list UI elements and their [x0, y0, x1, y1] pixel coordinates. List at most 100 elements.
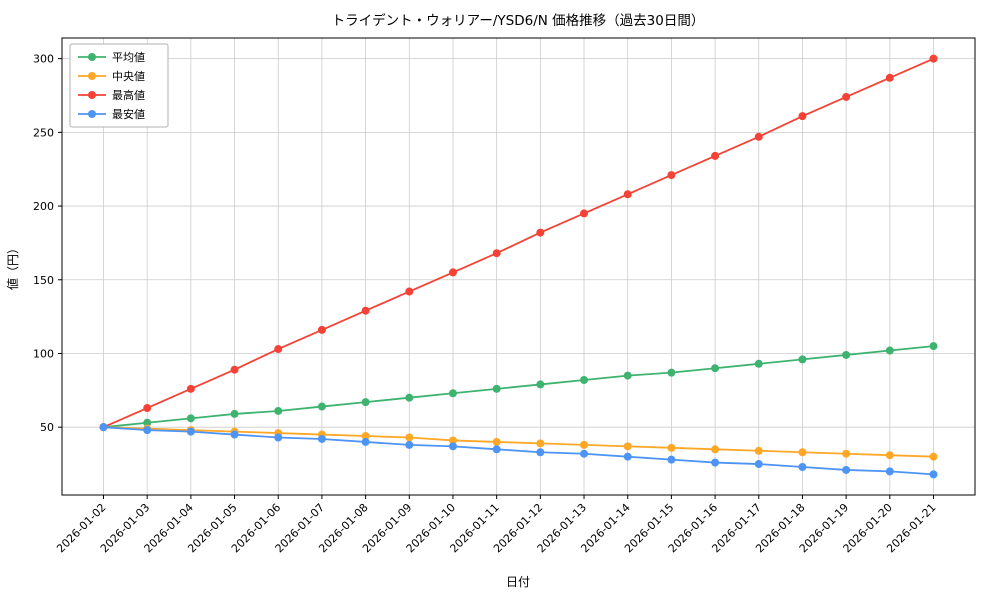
data-point-marker: [230, 430, 239, 439]
data-point-marker: [405, 393, 414, 402]
data-point-marker: [929, 452, 938, 461]
legend-marker: [88, 110, 96, 118]
data-point-marker: [492, 437, 501, 446]
data-point-marker: [492, 249, 501, 258]
data-point-marker: [448, 268, 457, 277]
data-point-marker: [143, 404, 152, 413]
data-point-marker: [667, 368, 676, 377]
legend-marker: [88, 53, 96, 61]
data-point-marker: [274, 345, 283, 354]
data-point-marker: [492, 445, 501, 454]
data-point-marker: [361, 437, 370, 446]
data-point-marker: [361, 398, 370, 407]
data-point-marker: [361, 306, 370, 315]
plot-area: 2026-01-022026-01-032026-01-042026-01-05…: [33, 37, 976, 555]
data-point-marker: [842, 465, 851, 474]
data-point-marker: [711, 458, 720, 467]
data-point-marker: [186, 414, 195, 423]
data-point-marker: [448, 442, 457, 451]
data-point-marker: [885, 451, 894, 460]
data-point-marker: [274, 433, 283, 442]
data-point-marker: [317, 325, 326, 334]
data-point-marker: [798, 448, 807, 457]
data-point-marker: [667, 443, 676, 452]
y-tick-label: 200: [33, 200, 54, 213]
data-point-marker: [580, 440, 589, 449]
chart-title: トライデント・ウォリアー/YSD6/N 価格推移（過去30日間）: [332, 12, 705, 29]
data-point-marker: [623, 452, 632, 461]
data-point-marker: [536, 448, 545, 457]
legend-label: 中央値: [112, 70, 145, 83]
data-point-marker: [361, 432, 370, 441]
data-point-marker: [317, 434, 326, 443]
data-point-marker: [317, 402, 326, 411]
data-point-marker: [143, 426, 152, 435]
y-tick-label: 100: [33, 347, 54, 360]
data-point-marker: [929, 470, 938, 479]
legend-label: 平均値: [112, 51, 145, 64]
data-point-marker: [623, 371, 632, 380]
y-axis-label: 値（円）: [5, 242, 20, 290]
data-point-marker: [711, 445, 720, 454]
y-tick-label: 50: [40, 421, 54, 434]
data-point-marker: [929, 54, 938, 63]
grid-lines: [62, 38, 975, 495]
y-tick-label: 150: [33, 274, 54, 287]
data-point-marker: [536, 228, 545, 237]
data-point-marker: [405, 440, 414, 449]
legend-marker: [88, 72, 96, 80]
x-axis-label: 日付: [506, 575, 530, 589]
y-tick-label: 250: [33, 126, 54, 139]
data-point-marker: [885, 73, 894, 82]
data-point-marker: [929, 342, 938, 351]
data-point-marker: [99, 423, 108, 432]
data-point-marker: [492, 384, 501, 393]
data-point-marker: [230, 409, 239, 418]
data-point-marker: [405, 433, 414, 442]
legend-marker: [88, 91, 96, 99]
data-point-marker: [885, 346, 894, 355]
data-point-marker: [448, 436, 457, 445]
data-point-marker: [448, 389, 457, 398]
data-point-marker: [536, 380, 545, 389]
data-point-marker: [798, 355, 807, 364]
data-point-marker: [580, 449, 589, 458]
data-point-marker: [667, 455, 676, 464]
data-point-marker: [405, 287, 414, 296]
data-point-marker: [842, 350, 851, 359]
data-point-marker: [754, 460, 763, 469]
data-point-marker: [754, 446, 763, 455]
plot-border: [61, 37, 976, 496]
data-point-marker: [711, 364, 720, 373]
data-point-marker: [711, 151, 720, 160]
data-point-marker: [580, 376, 589, 385]
legend-box: [69, 43, 169, 128]
series-max: [99, 54, 938, 432]
series-min: [99, 423, 938, 479]
legend-label: 最高値: [112, 88, 145, 102]
data-point-marker: [186, 427, 195, 436]
data-point-marker: [230, 365, 239, 374]
data-point-marker: [536, 439, 545, 448]
data-point-marker: [580, 209, 589, 218]
data-point-marker: [667, 171, 676, 180]
data-point-marker: [798, 462, 807, 471]
series-median: [99, 423, 938, 461]
data-point-marker: [143, 418, 152, 427]
data-point-marker: [842, 92, 851, 101]
data-point-marker: [754, 359, 763, 368]
series-average: [99, 342, 938, 432]
data-point-marker: [798, 112, 807, 121]
data-point-marker: [623, 190, 632, 199]
data-point-marker: [754, 132, 763, 141]
data-point-marker: [186, 384, 195, 393]
data-point-marker: [274, 406, 283, 415]
legend-label: 最安値: [112, 107, 145, 121]
data-point-marker: [623, 442, 632, 451]
data-point-marker: [885, 467, 894, 476]
data-point-marker: [842, 449, 851, 458]
y-tick-label: 300: [33, 53, 54, 66]
